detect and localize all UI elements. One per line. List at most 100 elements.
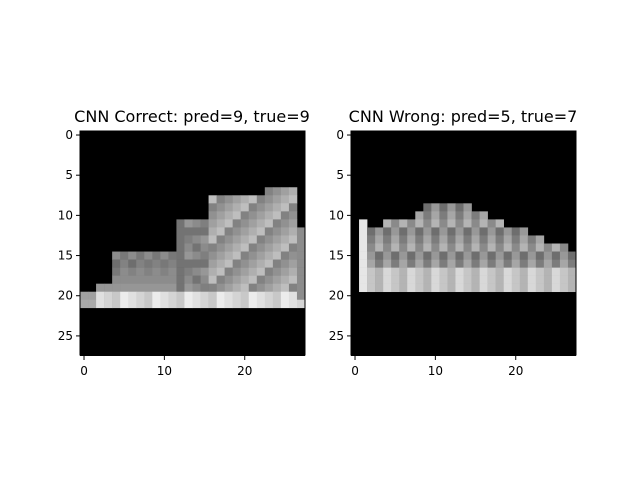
- pixel-cell: [272, 291, 282, 301]
- pixel-cell: [224, 243, 233, 252]
- pixel-cell: [479, 251, 488, 260]
- pixel-cell: [232, 195, 242, 204]
- pixel-cell: [152, 251, 161, 260]
- pixel-cell: [96, 283, 105, 293]
- pixel-cell: [104, 299, 113, 309]
- pixel-cell: [375, 227, 384, 236]
- pixel-cell: [463, 219, 472, 228]
- pixel-cell: [136, 275, 145, 284]
- pixel-cell: [455, 235, 464, 244]
- pixel-cell: [192, 219, 201, 228]
- pixel-cell: [168, 283, 177, 293]
- pixel-cell: [232, 283, 242, 293]
- pixel-cell: [216, 291, 225, 301]
- pixel-cell: [375, 267, 384, 276]
- pixel-cell: [184, 259, 193, 268]
- pixel-cell: [184, 251, 193, 260]
- pixel-cell: [216, 251, 225, 260]
- pixel-cell: [184, 235, 193, 244]
- pixel-cell: [359, 283, 368, 293]
- pixel-cell: [200, 243, 209, 252]
- pixel-cell: [391, 235, 400, 244]
- pixel-cell: [527, 251, 537, 260]
- pixel-cell: [399, 243, 408, 252]
- pixel-cell: [423, 235, 432, 244]
- pixel-cell: [264, 299, 274, 309]
- pixel-cell: [264, 291, 274, 301]
- pixel-cell: [383, 235, 392, 244]
- pixel-cell: [551, 267, 561, 276]
- pixel-cell: [200, 299, 209, 309]
- pixel-cell: [128, 259, 137, 268]
- pixel-cell: [208, 299, 217, 309]
- pixel-cell: [519, 243, 529, 252]
- pixel-cell: [431, 203, 440, 212]
- pixel-cell: [224, 195, 233, 204]
- pixel-cell: [567, 283, 577, 293]
- pixel-cell: [248, 227, 258, 236]
- pixel-cell: [288, 187, 298, 196]
- pixel-cell: [144, 283, 153, 293]
- pixel-cell: [527, 267, 537, 276]
- pixel-cell: [272, 227, 282, 236]
- pixel-cell: [543, 275, 553, 284]
- pixel-cell: [128, 267, 137, 276]
- pixel-cell: [391, 251, 400, 260]
- pixel-cell: [232, 203, 242, 212]
- pixel-cell: [367, 259, 376, 268]
- pixel-cell: [240, 259, 250, 268]
- pixel-cell: [264, 283, 274, 293]
- pixel-cell: [288, 235, 298, 244]
- pixel-cell: [256, 275, 266, 284]
- pixel-cell: [296, 259, 306, 268]
- pixel-cell: [359, 219, 368, 228]
- pixel-cell: [511, 267, 521, 276]
- pixel-cell: [447, 283, 456, 293]
- pixel-cell: [280, 243, 290, 252]
- y-tick-label: 15: [58, 249, 73, 263]
- pixel-cell: [152, 259, 161, 268]
- pixel-cell: [559, 243, 569, 252]
- pixel-cell: [224, 211, 233, 220]
- pixel-cell: [367, 227, 376, 236]
- pixel-cell: [375, 251, 384, 260]
- pixel-cell: [455, 275, 464, 284]
- pixel-cell: [471, 283, 480, 293]
- pixel-cell: [367, 243, 376, 252]
- pixel-cell: [463, 243, 472, 252]
- pixel-cell: [559, 283, 569, 293]
- pixel-cell: [184, 267, 193, 276]
- pixel-cell: [487, 251, 496, 260]
- pixel-cell: [415, 219, 424, 228]
- pixel-cell: [415, 211, 424, 220]
- pixel-cell: [463, 275, 472, 284]
- pixel-cell: [439, 203, 448, 212]
- pixel-cell: [240, 211, 250, 220]
- pixel-cell: [112, 291, 121, 301]
- pixel-cell: [423, 243, 432, 252]
- pixel-cell: [176, 275, 185, 284]
- pixel-cell: [495, 235, 504, 244]
- x-tick-label: 10: [428, 364, 443, 378]
- pixel-cell: [256, 195, 266, 204]
- pixel-cell: [280, 291, 290, 301]
- pixel-cell: [503, 259, 513, 268]
- pixel-cell: [144, 259, 153, 268]
- pixel-cell: [447, 267, 456, 276]
- pixel-cell: [264, 259, 274, 268]
- pixel-cell: [208, 291, 217, 301]
- pixel-cell: [208, 259, 217, 268]
- pixel-cell: [463, 283, 472, 293]
- pixel-cell: [375, 259, 384, 268]
- x-tick-label: 20: [508, 364, 523, 378]
- pixel-cell: [519, 259, 529, 268]
- pixel-cell: [439, 251, 448, 260]
- pixel-cell: [248, 219, 258, 228]
- pixel-cell: [487, 275, 496, 284]
- pixel-cell: [208, 243, 217, 252]
- pixel-cell: [248, 203, 258, 212]
- pixel-cell: [559, 251, 569, 260]
- pixel-cell: [383, 259, 392, 268]
- pixel-cell: [280, 299, 290, 309]
- pixel-cell: [423, 259, 432, 268]
